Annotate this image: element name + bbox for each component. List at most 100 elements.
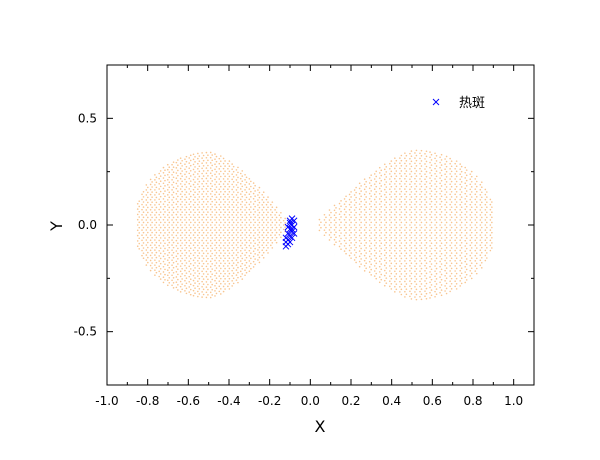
lobe-point (375, 175, 378, 178)
lobe-point (207, 221, 209, 224)
lobe-point (194, 171, 196, 173)
lobe-point (155, 271, 158, 274)
lobe-point (179, 229, 182, 231)
lobe-point (232, 206, 235, 209)
lobe-point (218, 275, 221, 277)
lobe-point (454, 234, 456, 237)
lobe-point (389, 249, 391, 252)
lobe-point (205, 265, 208, 268)
lobe-point (258, 236, 261, 239)
lobe-point (404, 244, 406, 247)
lobe-point (383, 229, 386, 231)
lobe-point (228, 257, 231, 260)
lobe-point (459, 274, 461, 277)
lobe-point (420, 267, 423, 270)
lobe-point (409, 264, 411, 267)
lobe-point (164, 226, 166, 229)
lobe-point (444, 198, 446, 201)
lobe-point (171, 219, 173, 221)
lobe-point (158, 249, 160, 252)
lobe-point (480, 186, 483, 189)
lobe-point (184, 183, 186, 186)
lobe-point (360, 258, 362, 260)
lobe-point (333, 238, 336, 241)
x-axis-title: X (315, 417, 326, 436)
lobe-point (205, 151, 208, 154)
lobe-point (450, 262, 453, 265)
lobe-point (222, 270, 225, 272)
lobe-point (425, 226, 428, 229)
lobe-point (189, 175, 192, 177)
lobe-point (419, 285, 421, 288)
lobe-point (425, 170, 428, 173)
lobe-point (405, 206, 408, 208)
lobe-point (400, 237, 403, 239)
lobe-point (207, 257, 209, 260)
lobe-point (460, 170, 463, 173)
lobe-point (278, 229, 281, 231)
lobe-point (486, 252, 488, 254)
lobe-point (363, 183, 366, 186)
lobe-point (394, 208, 396, 211)
lobe-point (469, 254, 472, 257)
lobe-point (239, 234, 242, 237)
lobe-point (224, 206, 226, 208)
lobe-point (197, 259, 199, 262)
lobe-point (219, 247, 222, 249)
lobe-point (480, 261, 483, 264)
lobe-point (198, 155, 201, 157)
lobe-point (424, 290, 426, 292)
lobe-point (469, 229, 472, 231)
lobe-point (145, 194, 148, 196)
lobe-point (214, 178, 216, 181)
lobe-point (172, 196, 175, 199)
lobe-point (197, 239, 199, 242)
lobe-point (365, 221, 367, 224)
lobe-point (399, 280, 401, 283)
lobe-point (192, 294, 195, 297)
lobe-point (440, 190, 443, 192)
lobe-point (215, 231, 218, 234)
lobe-point (172, 236, 175, 239)
lobe-point (330, 216, 332, 219)
lobe-point (181, 226, 183, 229)
lobe-point (419, 280, 421, 283)
lobe-point (172, 271, 175, 274)
lobe-point (400, 293, 403, 296)
lobe-point (429, 255, 431, 258)
lobe-point (214, 193, 216, 196)
lobe-point (394, 193, 396, 195)
lobe-point (166, 204, 169, 206)
lobe-point (365, 201, 367, 203)
lobe-point (164, 232, 166, 234)
lobe-point (207, 216, 209, 219)
lobe-point (215, 155, 218, 158)
lobe-point (389, 188, 391, 191)
lobe-point (389, 183, 391, 185)
lobe-point (237, 196, 239, 199)
lobe-point (430, 185, 433, 187)
lobe-point (175, 244, 178, 247)
lobe-point (244, 229, 246, 231)
lobe-point (430, 237, 433, 239)
lobe-point (254, 205, 256, 208)
lobe-point (184, 198, 186, 201)
lobe-point (450, 226, 453, 229)
lobe-point (205, 239, 208, 242)
lobe-point (409, 214, 411, 216)
lobe-point (171, 279, 173, 282)
lobe-point (395, 262, 398, 265)
lobe-point (460, 272, 463, 275)
lobe-point (434, 203, 436, 206)
lobe-point (444, 188, 446, 191)
lobe-point (424, 234, 426, 236)
lobe-point (235, 239, 238, 241)
lobe-point (355, 196, 357, 199)
lobe-point (171, 214, 173, 216)
lobe-point (271, 216, 274, 219)
lobe-point (202, 257, 205, 260)
lobe-point (197, 178, 199, 180)
lobe-point (358, 250, 361, 252)
lobe-point (454, 203, 456, 206)
lobe-point (400, 262, 403, 265)
